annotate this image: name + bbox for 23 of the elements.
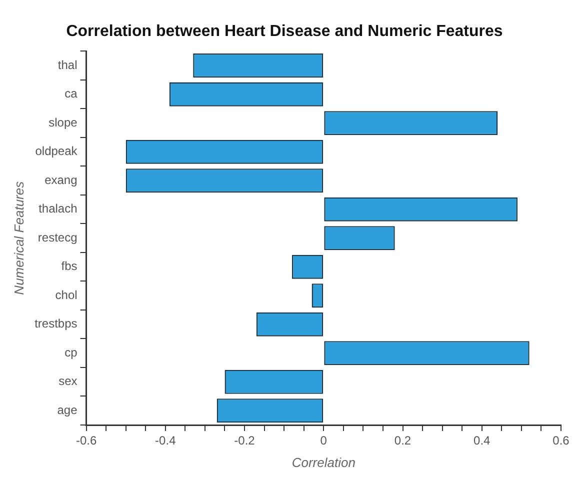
x-tick-label: -0.6 bbox=[76, 434, 97, 448]
chart-title: Correlation between Heart Disease and Numeric Features bbox=[66, 23, 503, 40]
y-tick-label: oldpeak bbox=[35, 144, 78, 158]
y-tick-label: ca bbox=[64, 86, 78, 101]
x-tick-label: -0.2 bbox=[234, 434, 256, 448]
y-tick-label: thal bbox=[58, 58, 78, 72]
y-tick-label: trestbps bbox=[34, 316, 78, 331]
y-tick-label: restecg bbox=[38, 230, 78, 244]
y-tick-label: exang bbox=[44, 172, 78, 187]
y-tick-label: slope bbox=[48, 115, 78, 130]
y-tick-label: chol bbox=[55, 288, 78, 302]
y-axis-title: Numerical Features bbox=[11, 180, 26, 295]
y-tick-label: age bbox=[57, 402, 78, 417]
x-tick-label: 0.4 bbox=[474, 434, 491, 448]
y-tick-label: cp bbox=[64, 345, 78, 360]
x-axis-title: Correlation bbox=[292, 454, 356, 470]
y-tick-label: sex bbox=[58, 374, 78, 388]
x-tick-label: 0.2 bbox=[394, 434, 412, 448]
x-tick-label: 0 bbox=[320, 434, 328, 448]
y-tick-label: fbs bbox=[61, 259, 78, 274]
y-tick-label: thalach bbox=[38, 202, 78, 216]
x-tick-label: -0.4 bbox=[155, 434, 176, 448]
x-tick-label: 0.6 bbox=[552, 434, 570, 448]
